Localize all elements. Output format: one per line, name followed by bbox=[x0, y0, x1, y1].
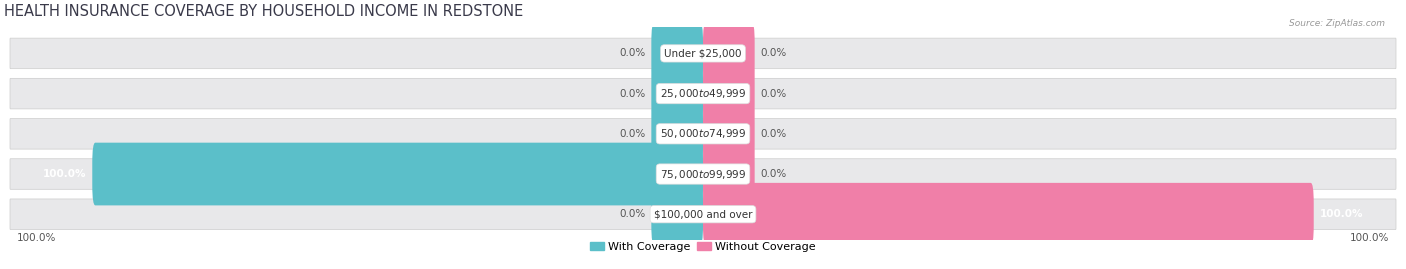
Text: 0.0%: 0.0% bbox=[619, 89, 645, 99]
FancyBboxPatch shape bbox=[651, 183, 703, 246]
FancyBboxPatch shape bbox=[651, 102, 703, 165]
FancyBboxPatch shape bbox=[10, 159, 1396, 189]
Text: Source: ZipAtlas.com: Source: ZipAtlas.com bbox=[1289, 19, 1385, 28]
Text: $50,000 to $74,999: $50,000 to $74,999 bbox=[659, 127, 747, 140]
Text: 0.0%: 0.0% bbox=[619, 209, 645, 219]
FancyBboxPatch shape bbox=[703, 183, 1313, 246]
Text: HEALTH INSURANCE COVERAGE BY HOUSEHOLD INCOME IN REDSTONE: HEALTH INSURANCE COVERAGE BY HOUSEHOLD I… bbox=[4, 4, 523, 19]
Text: 0.0%: 0.0% bbox=[761, 89, 787, 99]
FancyBboxPatch shape bbox=[10, 38, 1396, 69]
Text: 0.0%: 0.0% bbox=[761, 169, 787, 179]
Text: 0.0%: 0.0% bbox=[619, 129, 645, 139]
FancyBboxPatch shape bbox=[10, 119, 1396, 149]
Text: $75,000 to $99,999: $75,000 to $99,999 bbox=[659, 168, 747, 180]
Text: $25,000 to $49,999: $25,000 to $49,999 bbox=[659, 87, 747, 100]
Text: 0.0%: 0.0% bbox=[761, 129, 787, 139]
FancyBboxPatch shape bbox=[651, 22, 703, 85]
FancyBboxPatch shape bbox=[703, 22, 755, 85]
Text: 0.0%: 0.0% bbox=[761, 48, 787, 58]
FancyBboxPatch shape bbox=[703, 62, 755, 125]
Text: 100.0%: 100.0% bbox=[1350, 233, 1389, 243]
Text: Under $25,000: Under $25,000 bbox=[664, 48, 742, 58]
FancyBboxPatch shape bbox=[93, 143, 703, 206]
Text: 100.0%: 100.0% bbox=[17, 233, 56, 243]
FancyBboxPatch shape bbox=[703, 102, 755, 165]
FancyBboxPatch shape bbox=[651, 62, 703, 125]
Text: 0.0%: 0.0% bbox=[619, 48, 645, 58]
Legend: With Coverage, Without Coverage: With Coverage, Without Coverage bbox=[591, 242, 815, 252]
Text: 100.0%: 100.0% bbox=[1320, 209, 1364, 219]
FancyBboxPatch shape bbox=[703, 143, 755, 206]
Text: 100.0%: 100.0% bbox=[42, 169, 86, 179]
FancyBboxPatch shape bbox=[10, 199, 1396, 229]
Text: $100,000 and over: $100,000 and over bbox=[654, 209, 752, 219]
FancyBboxPatch shape bbox=[10, 78, 1396, 109]
